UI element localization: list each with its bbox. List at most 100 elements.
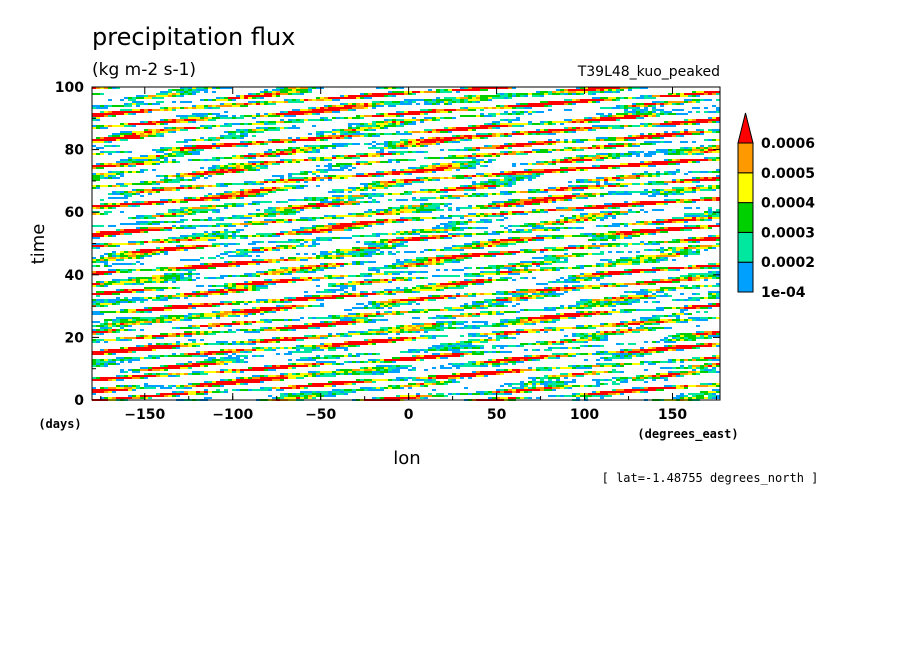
heatmap-cell bbox=[500, 191, 508, 193]
heatmap-cell bbox=[204, 125, 212, 127]
heatmap-cell bbox=[128, 257, 132, 259]
heatmap-cell bbox=[396, 147, 400, 149]
heatmap-cell bbox=[692, 95, 696, 97]
heatmap-cell bbox=[96, 213, 100, 215]
heatmap-cell bbox=[444, 109, 456, 111]
heatmap-cell bbox=[296, 151, 304, 153]
heatmap-cell bbox=[256, 195, 264, 197]
heatmap-cell bbox=[372, 181, 376, 183]
heatmap-cell bbox=[128, 217, 132, 219]
heatmap-cell bbox=[528, 131, 552, 133]
heatmap-cell bbox=[476, 135, 492, 137]
heatmap-cell bbox=[480, 243, 484, 245]
heatmap-cell bbox=[484, 245, 488, 247]
heatmap-cell bbox=[464, 155, 468, 157]
heatmap-cell bbox=[272, 153, 276, 155]
heatmap-cell bbox=[508, 105, 544, 107]
heatmap-cell bbox=[356, 293, 360, 295]
heatmap-cell bbox=[544, 141, 556, 143]
heatmap-cell bbox=[640, 257, 648, 259]
heatmap-cell bbox=[360, 193, 368, 195]
heatmap-cell bbox=[276, 101, 284, 103]
heatmap-cell bbox=[436, 111, 440, 113]
heatmap-cell bbox=[308, 149, 312, 151]
heatmap-cell bbox=[700, 267, 704, 269]
heatmap-cell bbox=[408, 237, 412, 239]
heatmap-cell bbox=[176, 279, 180, 281]
heatmap-cell bbox=[472, 175, 476, 177]
heatmap-cell bbox=[540, 189, 544, 191]
heatmap-cell bbox=[236, 129, 240, 131]
heatmap-cell bbox=[408, 131, 412, 133]
heatmap-cell bbox=[208, 207, 216, 209]
heatmap-cell bbox=[596, 233, 600, 235]
heatmap-cell bbox=[144, 103, 148, 105]
heatmap-cell bbox=[636, 175, 640, 177]
heatmap-cell bbox=[620, 175, 624, 177]
heatmap-cell bbox=[624, 191, 628, 193]
heatmap-cell bbox=[96, 167, 104, 169]
heatmap-cell bbox=[600, 91, 604, 93]
heatmap-cell bbox=[504, 201, 516, 203]
heatmap-cell bbox=[680, 153, 688, 155]
heatmap-cell bbox=[652, 257, 656, 259]
heatmap-cell bbox=[708, 275, 716, 277]
heatmap-cell bbox=[148, 111, 152, 113]
heatmap-cell bbox=[120, 203, 152, 205]
heatmap-cell bbox=[208, 127, 212, 129]
heatmap-cell bbox=[556, 267, 560, 269]
heatmap-cell bbox=[640, 133, 644, 135]
heatmap-cell bbox=[276, 221, 284, 223]
heatmap-cell bbox=[596, 205, 628, 207]
heatmap-cell bbox=[568, 157, 572, 159]
heatmap-cell bbox=[400, 211, 404, 213]
heatmap-cell bbox=[716, 267, 720, 269]
heatmap-cell bbox=[428, 261, 432, 263]
heatmap-cell bbox=[456, 229, 464, 231]
heatmap-cell bbox=[320, 199, 324, 201]
heatmap-cell bbox=[256, 93, 260, 95]
heatmap-cell bbox=[372, 93, 404, 95]
heatmap-cell bbox=[92, 187, 96, 189]
heatmap-cell bbox=[644, 175, 648, 177]
heatmap-cell bbox=[472, 137, 480, 139]
heatmap-cell bbox=[576, 129, 584, 131]
heatmap-cell bbox=[252, 103, 256, 105]
heatmap-cell bbox=[340, 135, 344, 137]
heatmap-cell bbox=[616, 155, 620, 157]
heatmap-cell bbox=[712, 235, 716, 237]
heatmap-cell bbox=[452, 215, 464, 217]
heatmap-cell bbox=[336, 197, 340, 199]
heatmap-cell bbox=[660, 223, 664, 225]
heatmap-cell bbox=[440, 231, 444, 233]
heatmap-cell bbox=[136, 133, 140, 135]
heatmap-cell bbox=[156, 187, 160, 189]
heatmap-cell bbox=[440, 283, 468, 285]
heatmap-cell bbox=[240, 105, 248, 107]
heatmap-cell bbox=[520, 299, 524, 301]
heatmap-cell bbox=[320, 131, 324, 133]
heatmap-cell bbox=[96, 265, 100, 267]
heatmap-cell bbox=[104, 87, 108, 89]
heatmap-cell bbox=[188, 269, 196, 271]
heatmap-cell bbox=[528, 163, 532, 165]
heatmap-cell bbox=[316, 225, 324, 227]
heatmap-cell bbox=[500, 277, 504, 279]
heatmap-cell bbox=[180, 293, 184, 295]
heatmap-cell bbox=[320, 231, 324, 233]
heatmap-cell bbox=[172, 237, 176, 239]
heatmap-cell bbox=[580, 275, 584, 277]
heatmap-cell bbox=[172, 225, 176, 227]
heatmap-cell bbox=[100, 153, 104, 155]
heatmap-cell bbox=[320, 229, 332, 231]
heatmap-cell bbox=[376, 213, 384, 215]
heatmap-cell bbox=[496, 127, 500, 129]
heatmap-cell bbox=[688, 151, 692, 153]
heatmap-cell bbox=[288, 87, 296, 89]
heatmap-cell bbox=[396, 125, 404, 127]
heatmap-cell bbox=[148, 201, 168, 203]
heatmap-cell bbox=[688, 225, 696, 227]
heatmap-cell bbox=[672, 121, 708, 123]
heatmap-cell bbox=[280, 139, 292, 141]
heatmap-cell bbox=[620, 107, 624, 109]
